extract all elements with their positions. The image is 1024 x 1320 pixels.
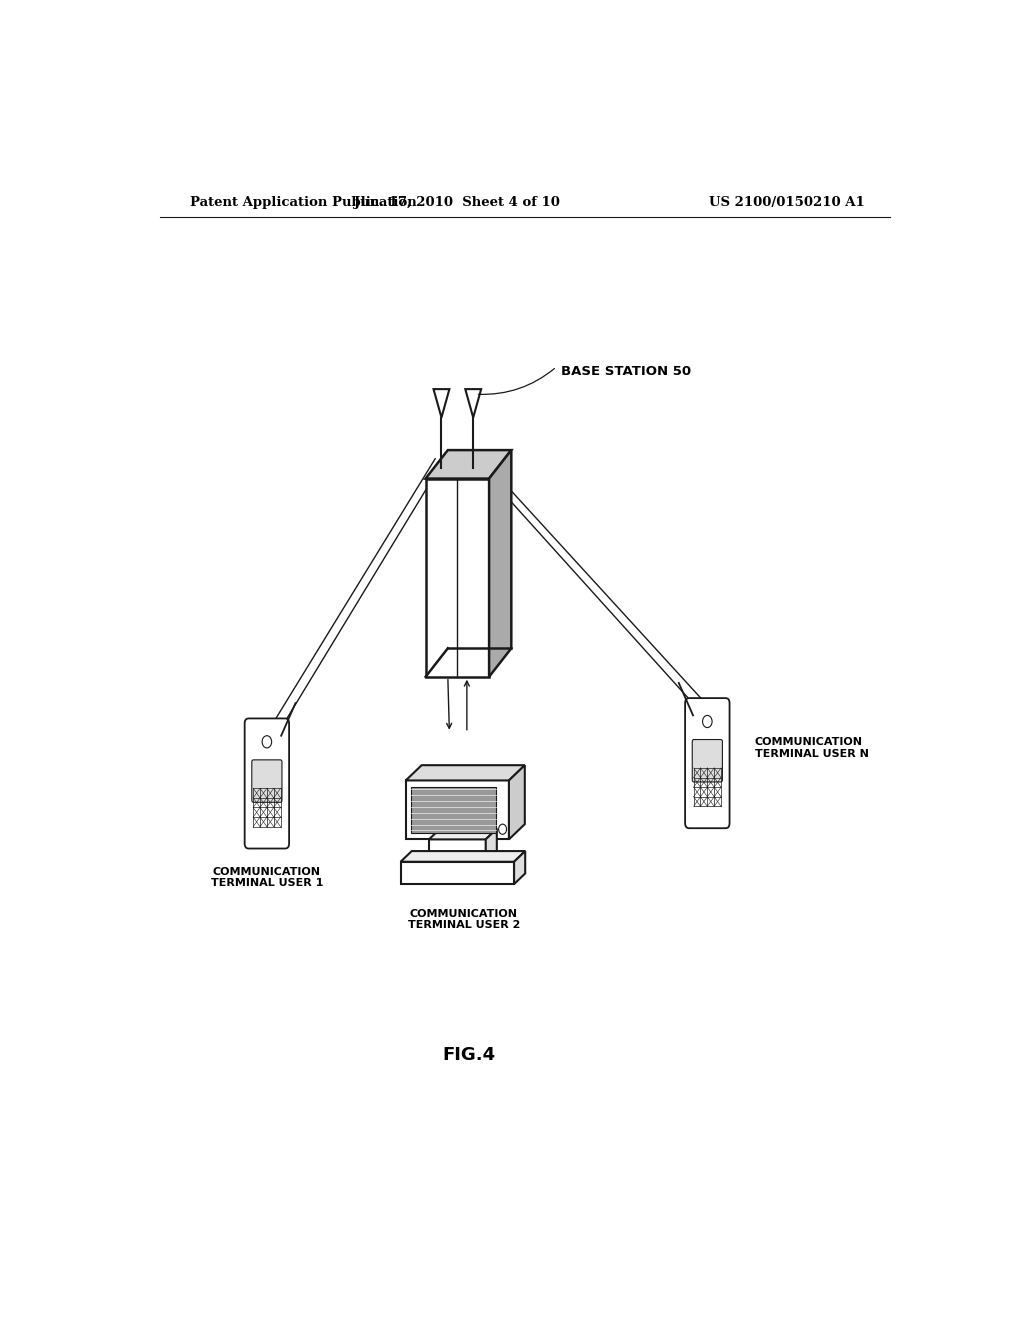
Circle shape xyxy=(702,715,712,727)
Polygon shape xyxy=(406,766,524,780)
FancyBboxPatch shape xyxy=(685,698,729,828)
FancyBboxPatch shape xyxy=(692,739,722,781)
Polygon shape xyxy=(489,450,511,677)
Polygon shape xyxy=(509,766,524,840)
Bar xyxy=(400,862,514,884)
Circle shape xyxy=(262,735,271,748)
Polygon shape xyxy=(400,851,525,862)
Text: COMMUNICATION
TERMINAL USER 2: COMMUNICATION TERMINAL USER 2 xyxy=(408,908,520,931)
Bar xyxy=(406,780,509,840)
Text: COMMUNICATION
TERMINAL USER N: COMMUNICATION TERMINAL USER N xyxy=(755,737,868,759)
Text: FIG.4: FIG.4 xyxy=(442,1045,496,1064)
Bar xyxy=(411,787,497,833)
Circle shape xyxy=(499,824,507,834)
Polygon shape xyxy=(426,450,511,479)
Polygon shape xyxy=(485,829,497,862)
Polygon shape xyxy=(465,389,481,417)
Polygon shape xyxy=(433,389,450,417)
Text: Patent Application Publication: Patent Application Publication xyxy=(189,195,417,209)
Text: BASE STATION 50: BASE STATION 50 xyxy=(560,366,690,379)
Polygon shape xyxy=(429,829,497,840)
Polygon shape xyxy=(514,851,525,884)
FancyBboxPatch shape xyxy=(252,760,282,803)
Text: US 2100/0150210 A1: US 2100/0150210 A1 xyxy=(709,195,864,209)
FancyBboxPatch shape xyxy=(245,718,289,849)
Bar xyxy=(429,840,485,862)
Polygon shape xyxy=(426,479,489,677)
Text: Jun. 17, 2010  Sheet 4 of 10: Jun. 17, 2010 Sheet 4 of 10 xyxy=(354,195,560,209)
Text: COMMUNICATION
TERMINAL USER 1: COMMUNICATION TERMINAL USER 1 xyxy=(211,867,323,888)
